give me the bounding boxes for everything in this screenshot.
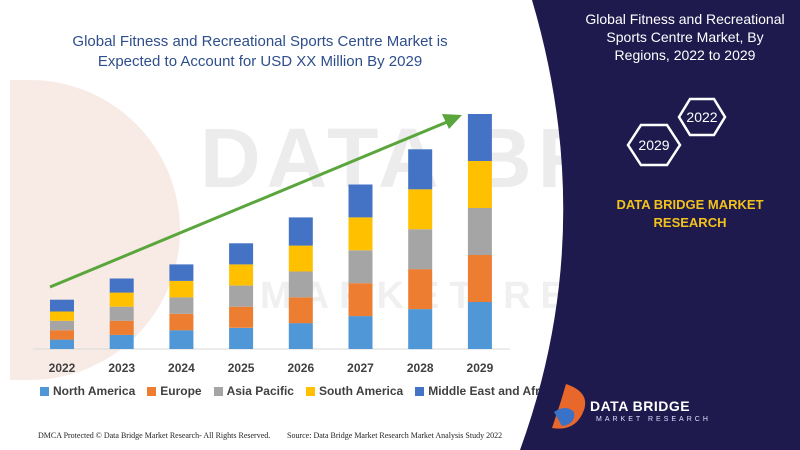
legend-swatch	[40, 386, 49, 396]
logo-name: DATA BRIDGE	[590, 398, 691, 414]
bar-segment	[109, 292, 134, 307]
x-tick-label: 2029	[467, 361, 494, 375]
bar-segment	[467, 255, 492, 302]
brand-name: DATA BRIDGE MARKET RESEARCH	[616, 197, 764, 230]
x-tick-label: 2023	[108, 361, 135, 375]
legend-swatch	[147, 386, 157, 396]
bar-segment	[169, 264, 194, 281]
legend-item-south-america: South America	[305, 384, 404, 398]
bar-segment	[109, 334, 134, 349]
bar-segment	[408, 149, 433, 190]
bar-segment	[288, 323, 313, 349]
bar-segment	[408, 309, 433, 350]
legend-label: South America	[318, 384, 404, 398]
legend-swatch	[213, 386, 223, 396]
side-panel-background	[520, 0, 800, 450]
bar-segment	[288, 245, 313, 272]
hexagon-left	[626, 123, 682, 167]
bar-segment	[169, 280, 194, 298]
x-tick-label: 2022	[49, 361, 76, 375]
trend-arrow-head	[442, 114, 462, 129]
legend-item-asia-pacific: Asia Pacific	[213, 384, 294, 398]
legend-item-europe: Europe	[147, 384, 202, 398]
chart-title: Global Fitness and Recreational Sports C…	[72, 33, 448, 70]
bar-segment	[50, 339, 74, 349]
bar-segment	[467, 208, 492, 255]
bar-segment	[50, 311, 74, 321]
bar-segment	[50, 330, 74, 340]
x-tick-labels: 2022 2023 2024 2025 2026 2027 2028 2029	[49, 361, 494, 375]
copyright-note: DMCA Protected © Data Bridge Market Rese…	[38, 431, 271, 440]
bar-segment	[109, 320, 134, 335]
x-tick-label: 2024	[168, 361, 195, 375]
hexagon-right-label: 2022	[686, 109, 718, 125]
legend: North America Europe Asia Pacific South …	[40, 384, 556, 398]
bar-segment	[109, 306, 134, 321]
bar-segment	[408, 269, 433, 310]
x-tick-label: 2026	[287, 361, 314, 375]
trend-arrow	[49, 114, 462, 289]
trend-arrow-line	[49, 120, 448, 289]
logo-mark-blue	[554, 408, 575, 426]
bar-segment	[229, 306, 254, 328]
bar-segment	[467, 114, 492, 161]
bar-segment	[169, 313, 194, 331]
bar-segment	[288, 297, 313, 324]
x-tick-label: 2028	[407, 361, 434, 375]
bar-segment	[229, 243, 254, 265]
logo-subtitle: MARKET RESEARCH	[596, 416, 711, 423]
legend-item-north-america: North America	[40, 384, 135, 398]
bar-segment	[50, 299, 74, 312]
bar-segment	[229, 264, 254, 286]
legend-label: North America	[53, 384, 136, 398]
source-note: Source: Data Bridge Market Research Mark…	[287, 431, 503, 440]
bar-segment	[467, 302, 492, 349]
bar-segment	[348, 250, 373, 284]
legend-label: Asia Pacific	[226, 384, 294, 398]
bar-segment	[408, 229, 433, 270]
bar-segment	[408, 189, 433, 230]
legend-item-middle-east-africa: Middle East and Africa	[415, 384, 556, 398]
x-tick-label: 2027	[347, 361, 374, 375]
bar-segment	[348, 217, 373, 251]
x-tick-label: 2025	[228, 361, 255, 375]
bar-segment	[348, 316, 373, 349]
bar-segment	[169, 297, 194, 314]
hexagon-right	[677, 97, 727, 137]
bar-segment	[348, 184, 373, 218]
legend-label: Europe	[160, 384, 202, 398]
bar-segment	[109, 278, 134, 293]
bar-segment	[288, 217, 313, 246]
hexagon-left-label: 2029	[638, 137, 670, 153]
legend-swatch	[305, 386, 315, 396]
bars-group	[50, 114, 492, 350]
bar-segment	[169, 330, 194, 349]
bar-segment	[50, 320, 74, 331]
legend-swatch	[415, 386, 425, 396]
bar-segment	[229, 327, 254, 349]
bar-segment	[288, 271, 313, 298]
bar-segment	[229, 285, 254, 307]
bar-segment	[467, 161, 492, 208]
bar-segment	[348, 283, 373, 317]
side-panel-title: Global Fitness and Recreational Sports C…	[585, 11, 785, 63]
legend-label: Middle East and Africa	[428, 384, 557, 398]
